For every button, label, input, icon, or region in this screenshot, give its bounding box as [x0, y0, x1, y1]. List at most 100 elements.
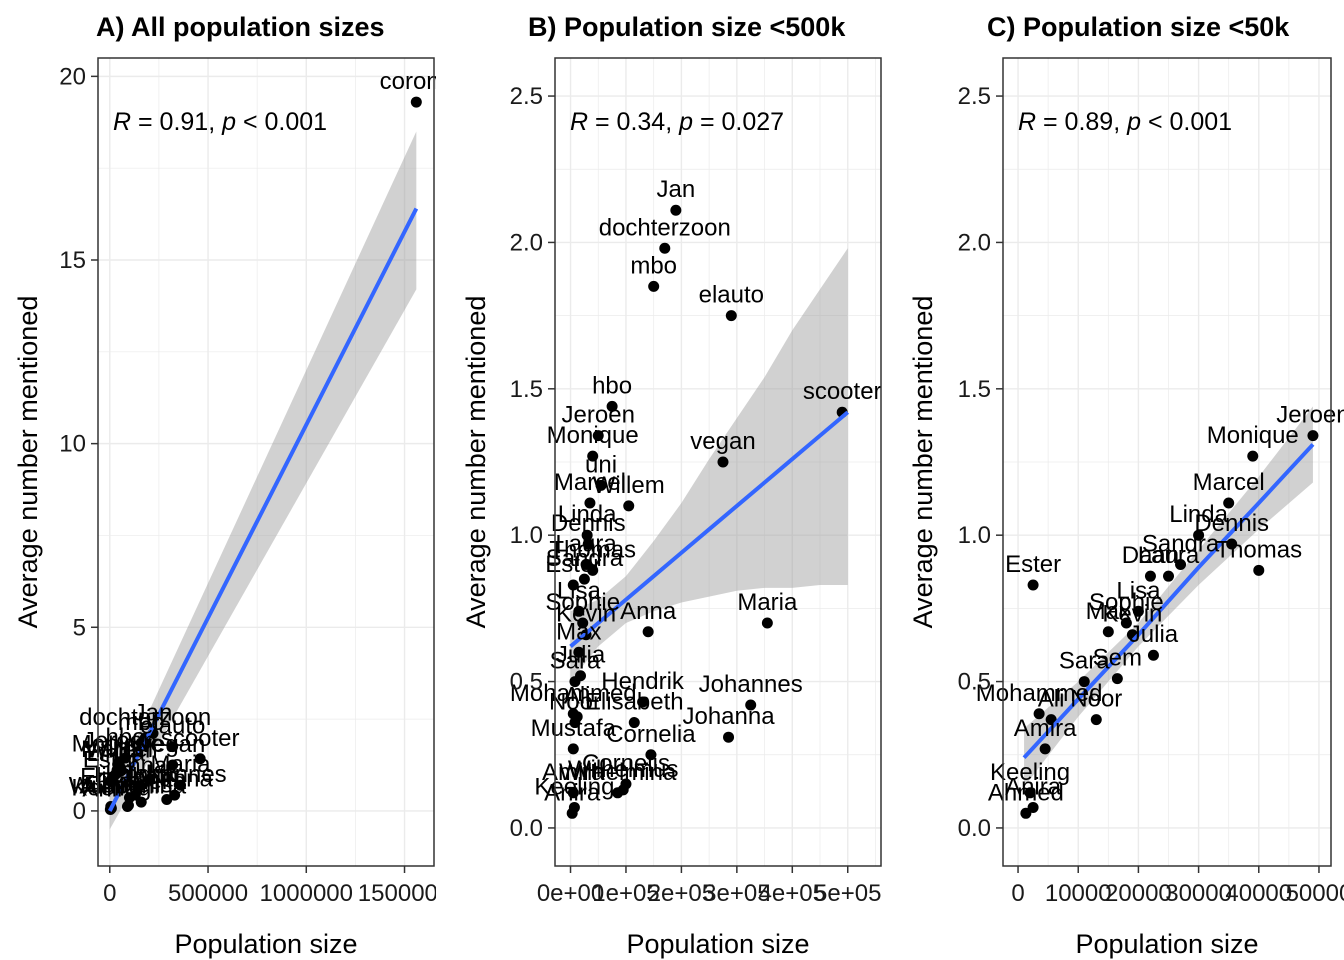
- data-point: [670, 204, 682, 216]
- point-label: Elisabeth: [80, 764, 179, 791]
- data-point: [725, 310, 737, 322]
- point-label: Julia: [556, 642, 606, 669]
- point-label: corona: [380, 68, 454, 95]
- point-label: Amira: [1014, 715, 1077, 742]
- point-label: Sara: [1059, 648, 1110, 675]
- point-label: Wilhelmina: [559, 759, 677, 786]
- point-label: scooter: [803, 378, 882, 405]
- x-axis-title: Population size: [1075, 929, 1258, 959]
- correlation-annotation: R = 0.89, p < 0.001: [1018, 108, 1232, 136]
- point-label: Cornelis: [582, 750, 670, 777]
- gridlines: [1003, 58, 1331, 866]
- data-point: [761, 617, 773, 629]
- data-point: [566, 807, 578, 819]
- y-tick-label: 0: [73, 798, 86, 825]
- point-label: vegan: [690, 428, 755, 455]
- data-point: [567, 787, 579, 799]
- data-point: [1175, 558, 1187, 570]
- data-point: [659, 242, 671, 254]
- x-tick-label: 1e+05: [592, 880, 659, 907]
- data-point: [592, 430, 604, 442]
- confidence-ribbon: [109, 131, 417, 830]
- data-point: [167, 741, 179, 753]
- data-point: [745, 699, 757, 711]
- point-label: elauto: [699, 282, 764, 309]
- y-axis: 0.0 0.5 1.0 1.5 2.0 2.5: [510, 83, 555, 842]
- data-point: [410, 96, 422, 108]
- data-point: [1253, 564, 1265, 576]
- point-label: Amira: [542, 759, 605, 786]
- point-label: Willem: [593, 472, 665, 499]
- data-point: [648, 280, 660, 292]
- data-point: [580, 558, 592, 570]
- correlation-annotation: R = 0.34, p = 0.027: [570, 108, 784, 136]
- fit-line: [1022, 443, 1315, 760]
- point-label: Sandra: [1142, 530, 1220, 557]
- data-point: [578, 573, 590, 585]
- y-tick-label: 2.5: [510, 83, 543, 110]
- point-label: Hendrik: [94, 761, 178, 788]
- x-axis: 0 500000 1000000 1500000: [103, 866, 451, 907]
- data-point: [1045, 714, 1057, 726]
- point-label: Lisa: [1116, 577, 1161, 604]
- y-axis: 0 5 10 15 20: [59, 63, 98, 825]
- data-point: [1078, 676, 1090, 688]
- y-tick-label: 1.0: [510, 522, 543, 549]
- confidence-ribbon: [1024, 406, 1313, 787]
- x-tick-label: 0: [1011, 880, 1024, 907]
- point-label: Thomas: [1215, 536, 1302, 563]
- x-tick-label: 2e+05: [648, 880, 715, 907]
- point-label: Dennis: [551, 510, 626, 537]
- point-label: Cornelis: [84, 771, 172, 798]
- x-tick-label: 0e+00: [537, 880, 604, 907]
- y-tick-label: 2.0: [958, 229, 991, 256]
- point-label: Ester: [1005, 551, 1061, 578]
- point-label: Cornelia: [606, 721, 696, 748]
- confidence-ribbon: [570, 248, 848, 682]
- fit-line: [108, 207, 419, 812]
- y-tick-label: 1.5: [510, 376, 543, 403]
- point-label: Keeling: [534, 773, 614, 800]
- point-label: Anira: [544, 779, 601, 806]
- point-label: dochterzoon: [599, 214, 731, 241]
- x-tick-label: 5e+05: [814, 880, 881, 907]
- data-point: [1144, 570, 1156, 582]
- points: [104, 96, 422, 815]
- point-label: Anna: [620, 598, 677, 625]
- point-label: Linda: [1169, 501, 1228, 528]
- data-point: [1163, 570, 1175, 582]
- data-point: [133, 780, 145, 792]
- data-point: [1226, 538, 1238, 550]
- point-label: Elisabeth: [585, 689, 684, 716]
- y-axis: 0.0 0.5 1.0 1.5 2.0 2.5: [958, 83, 1003, 842]
- point-label: Ahmed: [988, 779, 1064, 806]
- x-tick-label: 20000: [1105, 880, 1172, 907]
- x-tick-label: 1500000: [358, 880, 451, 907]
- point-label: Kevin: [1102, 601, 1162, 628]
- gridlines: [98, 58, 434, 866]
- point-label: Sophie: [545, 589, 620, 616]
- point-label: Ali: [564, 683, 591, 710]
- x-tick-label: 3e+05: [703, 880, 770, 907]
- point-label: Anira: [1005, 773, 1062, 800]
- point-label: Linda: [558, 501, 617, 528]
- y-tick-label: 2.0: [510, 229, 543, 256]
- y-tick-label: 15: [59, 247, 86, 274]
- point-label: Monique: [547, 422, 639, 449]
- y-axis-title: Average number mentioned: [13, 296, 43, 629]
- y-tick-label: 2.5: [958, 83, 991, 110]
- point-label: Mohammed: [510, 680, 637, 707]
- point-label: Dennis: [1194, 510, 1269, 537]
- data-point: [642, 626, 654, 638]
- point-label: dochterzoon: [79, 704, 211, 731]
- point-label: Marcel: [1193, 469, 1265, 496]
- point-label: Jan: [657, 176, 696, 203]
- point-label: Sophie: [1089, 589, 1164, 616]
- data-point: [573, 605, 585, 617]
- point-label: mbo: [118, 709, 165, 736]
